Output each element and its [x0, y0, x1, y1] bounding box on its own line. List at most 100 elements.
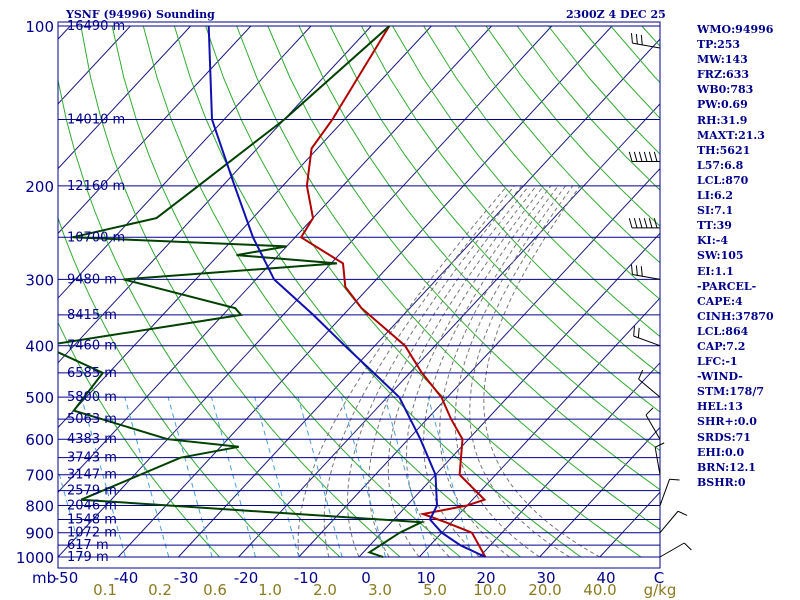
wind-barb-feather [628, 218, 633, 229]
pressure-tick-label: 1000 [16, 549, 54, 567]
wind-barb-feather [633, 218, 638, 229]
index-row: TT:39 [697, 219, 732, 233]
wind-barb [659, 478, 680, 506]
isotherm-line [117, 25, 613, 558]
wind-barb-staff [659, 542, 685, 558]
index-row: LFC:-1 [697, 355, 738, 369]
index-row: TH:5621 [697, 143, 751, 157]
index-row: LI:6.2 [697, 189, 734, 203]
index-row: FRZ:633 [697, 68, 750, 82]
wind-barb-staff [659, 479, 671, 506]
mixing-ratio-tick-label: 10.0 [473, 581, 506, 599]
wind-barb-feather [640, 266, 643, 277]
height-label: 617 m [67, 538, 109, 553]
mixing-ratio-line [167, 397, 213, 558]
moist-adiabat [387, 185, 537, 558]
temperature-tick-label: -40 [114, 569, 139, 587]
mixing-ratio-line [58, 467, 83, 558]
valid-time: 2300Z 4 DEC 25 [566, 8, 666, 21]
wind-barb-feather [653, 151, 658, 162]
index-row: KI:-4 [697, 234, 728, 248]
temperature-tick-label: 20 [476, 569, 495, 587]
wind-barb-feather [640, 34, 643, 45]
height-label: 4383 m [67, 432, 117, 447]
wind-barb-staff [638, 378, 661, 398]
pressure-tick-label: 900 [25, 525, 54, 543]
temperature-profile-line [299, 25, 487, 558]
wind-barb-feather [653, 218, 658, 229]
index-row: LCL:864 [697, 324, 749, 338]
wind-barb-staff [659, 510, 679, 534]
mixing-ratio-line [384, 397, 430, 558]
height-label: 10700 m [67, 230, 125, 245]
isotherm-line [539, 426, 660, 558]
wind-barb-feather [638, 218, 643, 229]
index-row: MAXT:21.3 [697, 128, 765, 142]
wind-barb-staff [645, 414, 661, 440]
index-row: -WIND- [697, 370, 743, 384]
index-row: BRN:12.1 [697, 460, 756, 474]
wind-barb-feather [648, 218, 653, 229]
wind-barb [628, 218, 660, 229]
index-row: HEL:13 [697, 400, 743, 414]
wind-barb-feather [638, 151, 643, 162]
height-label: 5800 m [67, 390, 117, 405]
temperature-tick-label: -30 [174, 569, 199, 587]
index-row: PW:0.69 [697, 98, 748, 112]
index-row: SI:7.1 [697, 204, 734, 218]
index-row: CINH:37870 [697, 309, 774, 323]
index-row: STM:178/7 [697, 385, 764, 399]
dewpoint-profile-line [58, 25, 426, 558]
mixing-ratio-tick-label: 1.0 [258, 581, 282, 599]
temperature-tick-label: -10 [294, 569, 319, 587]
index-row: CAPE:4 [697, 294, 743, 308]
index-row: L57:6.8 [697, 158, 744, 172]
height-label: 179 m [67, 550, 109, 565]
height-label: 7460 m [67, 339, 117, 354]
isotherm-line [58, 25, 252, 235]
isotherm-line [479, 362, 660, 558]
wind-barb [630, 33, 661, 49]
isotherm-line [58, 25, 432, 429]
index-row: BSHR:0 [697, 475, 746, 489]
height-label: 16490 m [67, 19, 125, 34]
pressure-tick-label: 400 [25, 338, 54, 356]
wind-barb [654, 442, 665, 475]
pressure-tick-label: 300 [25, 271, 54, 289]
temperature-tick-label: -50 [54, 569, 79, 587]
height-label: 6585 m [67, 366, 117, 381]
wind-barb-feather [633, 151, 638, 162]
height-label: 12160 m [67, 179, 125, 194]
temperature-tick-label: 30 [536, 569, 555, 587]
height-label: 5063 m [67, 412, 117, 427]
mixing-ratio-tick-label: 0.2 [148, 581, 172, 599]
wind-barb-feather [683, 542, 692, 551]
height-label: 2579 m [67, 484, 117, 499]
mixing-ratio-tick-label: 3.0 [368, 581, 392, 599]
wind-barb-feather [635, 265, 638, 276]
mixing-ratio-tick-label: 0.6 [203, 581, 227, 599]
wind-barb-feather [645, 407, 654, 416]
pressure-tick-label: 700 [25, 467, 54, 485]
isotherm-line [0, 26, 10, 557]
height-label: 8415 m [67, 308, 117, 323]
isotherm-line [298, 167, 660, 558]
wind-barb-feather [648, 151, 653, 162]
pressure-tick-label: 200 [25, 178, 54, 196]
mixing-ratio-unit-label: g/kg [644, 581, 677, 599]
mixing-ratio-line [80, 397, 126, 558]
index-row: MW:143 [697, 53, 748, 67]
wind-barb-feather [637, 327, 640, 338]
wind-barb-feather [628, 151, 633, 162]
mixing-ratio-line [124, 397, 170, 558]
temperature-unit-label: C [654, 569, 664, 587]
height-label: 3743 m [67, 451, 117, 466]
pressure-unit-label: mb [32, 569, 56, 587]
temperature-tick-label: -20 [234, 569, 259, 587]
mixing-ratio-tick-label: 40.0 [583, 581, 616, 599]
index-row: WB0:783 [697, 83, 754, 97]
temperature-tick-label: 40 [596, 569, 615, 587]
wind-barb-feather [638, 369, 644, 380]
wind-barb [630, 264, 661, 280]
